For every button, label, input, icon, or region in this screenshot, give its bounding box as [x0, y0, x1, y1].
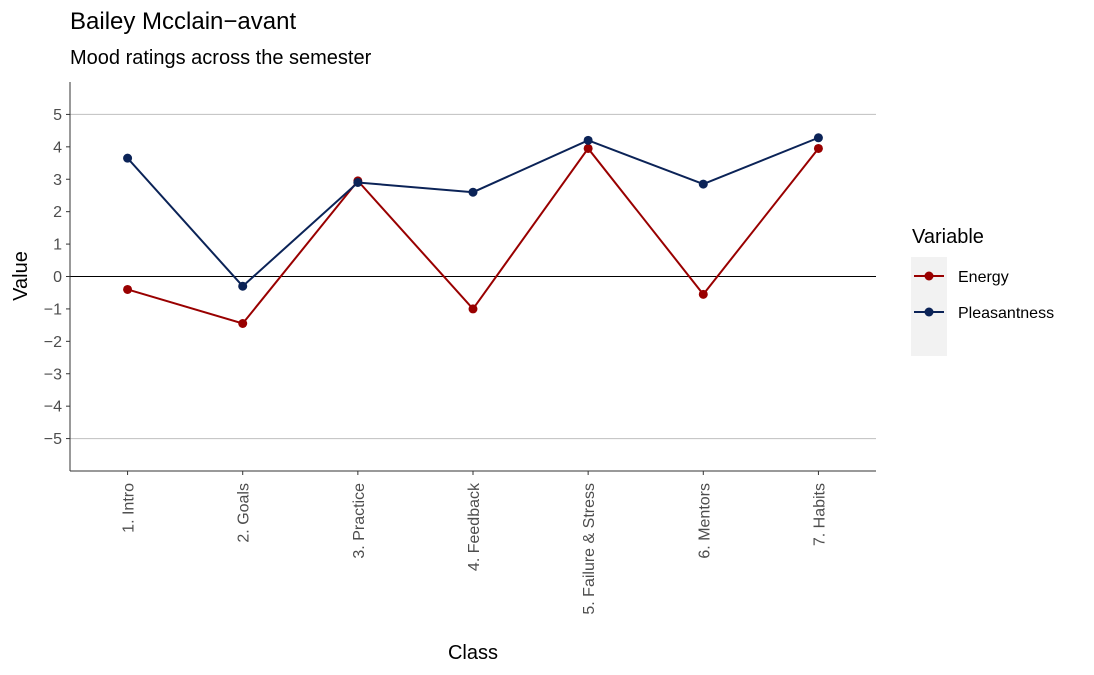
x-axis-ticks: 1. Intro 2. Goals 3. Practice 4. Feedback 5.… [121, 471, 828, 615]
data-point [813, 133, 823, 143]
y-tick-label: −1 [44, 301, 62, 318]
y-axis-title: Value [10, 251, 32, 301]
y-tick-label: −2 [44, 334, 62, 351]
data-point [123, 284, 133, 294]
x-tick-label: 1. Intro [121, 483, 138, 533]
legend-label: Energy [958, 269, 1009, 286]
data-point [238, 281, 248, 291]
x-tick-label: 3. Practice [351, 483, 368, 559]
legend-item-energy: Energy [914, 269, 1009, 286]
data-point [583, 135, 593, 145]
data-point [353, 177, 363, 187]
data-point [698, 289, 708, 299]
y-axis-ticks: 5 4 3 2 1 0 −1 −2 −3 −4 −5 [44, 107, 70, 448]
y-tick-label: 1 [53, 237, 62, 254]
data-point [468, 304, 478, 314]
data-point [238, 319, 248, 329]
x-tick-label: 5. Failure & Stress [581, 483, 598, 615]
y-tick-label: −4 [44, 399, 62, 416]
series-layer [123, 133, 823, 329]
y-tick-label: 4 [53, 139, 62, 156]
x-tick-label: 7. Habits [811, 483, 828, 546]
data-point [123, 153, 133, 163]
reference-lines [70, 113, 876, 440]
x-axis-title: Class [448, 642, 498, 664]
y-tick-label: 2 [53, 204, 62, 221]
x-tick-label: 2. Goals [236, 483, 253, 543]
y-tick-label: −3 [44, 366, 62, 383]
legend-key-point [924, 307, 934, 317]
series-pleasantness [123, 133, 823, 291]
legend: Variable Energy Pleasantness [911, 226, 1054, 356]
y-tick-label: 5 [53, 107, 62, 124]
legend-title: Variable [912, 226, 984, 248]
series-energy [123, 143, 823, 329]
legend-item-pleasantness: Pleasantness [914, 305, 1054, 322]
data-point [583, 143, 593, 153]
data-point [813, 143, 823, 153]
series-line [126, 136, 819, 288]
x-tick-label: 6. Mentors [696, 483, 713, 559]
x-tick-label: 4. Feedback [466, 482, 483, 571]
y-tick-label: −5 [44, 431, 62, 448]
data-point [468, 187, 478, 197]
legend-label: Pleasantness [958, 305, 1054, 322]
legend-key-point [924, 271, 934, 281]
chart-title: Bailey Mcclain−avant [70, 8, 296, 35]
y-tick-label: 0 [53, 269, 62, 286]
chart-subtitle: Mood ratings across the semester [70, 47, 372, 69]
series-line [127, 146, 820, 325]
y-tick-label: 3 [53, 172, 62, 189]
data-point [698, 179, 708, 189]
